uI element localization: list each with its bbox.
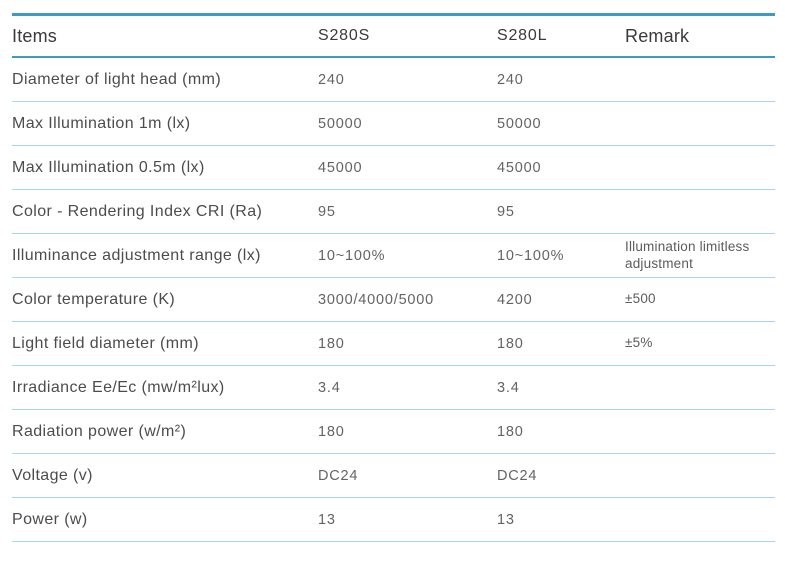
s280l-value: 10~100%: [497, 247, 565, 264]
item-label: Voltage (v): [12, 466, 93, 484]
table-row: Max Illumination 0.5m (lx) 45000 45000: [12, 146, 775, 190]
item-label: Color - Rendering Index CRI (Ra): [12, 202, 263, 220]
remark-value: [625, 498, 775, 542]
table-row: Irradiance Ee/Ec (mw/m²lux) 3.4 3.4: [12, 366, 775, 410]
s280s-value: 45000: [318, 159, 363, 176]
table-row: Color temperature (K) 3000/4000/5000 420…: [12, 278, 775, 322]
s280s-value: 3000/4000/5000: [318, 291, 435, 308]
column-header-s280l: S280L: [497, 27, 548, 44]
table-row: Color - Rendering Index CRI (Ra) 95 95: [12, 190, 775, 234]
s280s-value: 240: [318, 71, 345, 88]
s280l-value: 180: [497, 335, 524, 352]
s280l-value: DC24: [497, 467, 538, 484]
column-header-remark: Remark: [625, 25, 690, 46]
s280s-value: DC24: [318, 467, 359, 484]
table-row: Max Illumination 1m (lx) 50000 50000: [12, 102, 775, 146]
table-row: Power (w) 13 13: [12, 498, 775, 542]
table-header-row: Items S280S S280L Remark: [12, 14, 775, 57]
s280s-value: 95: [318, 203, 336, 220]
remark-value: [625, 410, 775, 454]
table-row: Radiation power (w/m²) 180 180: [12, 410, 775, 454]
remark-value: [625, 102, 775, 146]
s280l-value: 3.4: [497, 379, 520, 396]
table-row: Diameter of light head (mm) 240 240: [12, 57, 775, 102]
s280l-value: 4200: [497, 291, 533, 308]
s280l-value: 180: [497, 423, 524, 440]
s280l-value: 240: [497, 71, 524, 88]
s280s-value: 180: [318, 423, 345, 440]
remark-value: [625, 190, 775, 234]
remark-value: [625, 366, 775, 410]
remark-value: Illumination limitless adjustment: [625, 238, 750, 271]
product-spec-table: Items S280S S280L Remark Diameter of lig…: [12, 13, 775, 542]
s280s-value: 13: [318, 511, 336, 528]
column-header-s280s: S280S: [318, 27, 371, 44]
remark-value: [625, 146, 775, 190]
s280l-value: 45000: [497, 159, 542, 176]
item-label: Radiation power (w/m²): [12, 422, 187, 440]
item-label: Light field diameter (mm): [12, 334, 199, 352]
item-label: Max Illumination 0.5m (lx): [12, 158, 205, 176]
item-label: Illuminance adjustment range (lx): [12, 246, 261, 264]
s280l-value: 95: [497, 203, 515, 220]
remark-value: ±5%: [625, 335, 653, 351]
table-row: Voltage (v) DC24 DC24: [12, 454, 775, 498]
item-label: Irradiance Ee/Ec (mw/m²lux): [12, 378, 225, 396]
spec-table: Items S280S S280L Remark Diameter of lig…: [12, 13, 775, 542]
s280s-value: 3.4: [318, 379, 341, 396]
s280l-value: 13: [497, 511, 515, 528]
remark-value: ±500: [625, 291, 656, 307]
table-row: Illuminance adjustment range (lx) 10~100…: [12, 234, 775, 278]
remark-value: [625, 57, 775, 102]
item-label: Color temperature (K): [12, 290, 176, 308]
s280s-value: 50000: [318, 115, 363, 132]
item-label: Diameter of light head (mm): [12, 70, 222, 88]
item-label: Power (w): [12, 510, 88, 528]
s280s-value: 180: [318, 335, 345, 352]
column-header-items: Items: [12, 25, 58, 46]
s280l-value: 50000: [497, 115, 542, 132]
table-row: Light field diameter (mm) 180 180 ±5%: [12, 322, 775, 366]
item-label: Max Illumination 1m (lx): [12, 114, 191, 132]
remark-value: [625, 454, 775, 498]
s280s-value: 10~100%: [318, 247, 386, 264]
